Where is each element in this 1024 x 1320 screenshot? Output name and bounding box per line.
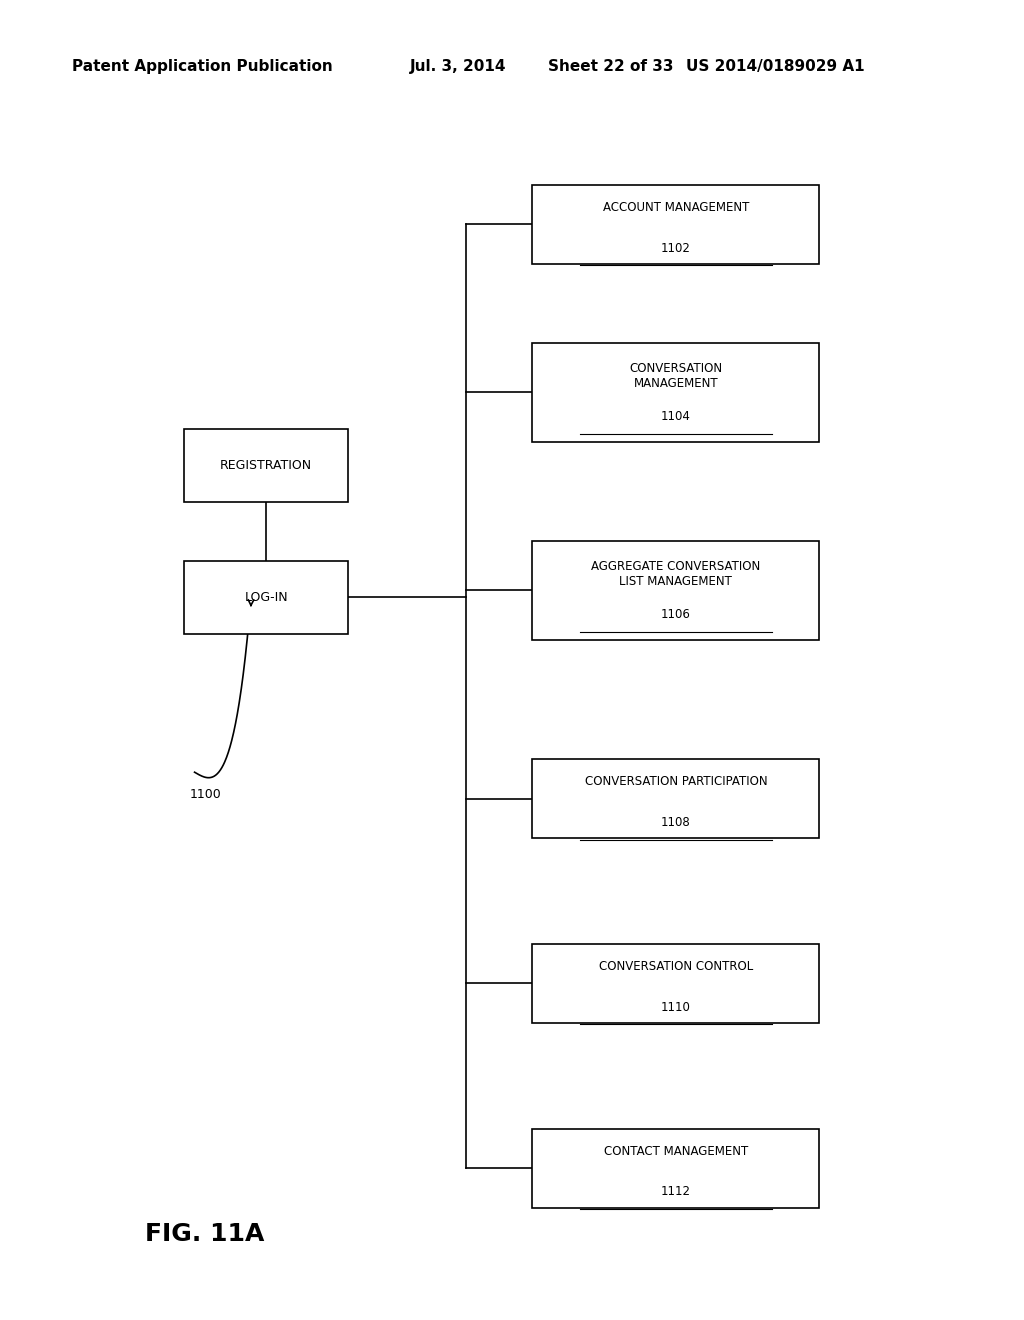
Text: ACCOUNT MANAGEMENT: ACCOUNT MANAGEMENT: [603, 201, 749, 214]
Text: Sheet 22 of 33: Sheet 22 of 33: [548, 59, 674, 74]
Text: 1108: 1108: [660, 816, 691, 829]
Text: 1112: 1112: [660, 1185, 691, 1199]
Text: CONTACT MANAGEMENT: CONTACT MANAGEMENT: [604, 1144, 748, 1158]
Text: 1106: 1106: [660, 609, 691, 620]
FancyBboxPatch shape: [532, 185, 819, 264]
Text: CONVERSATION CONTROL: CONVERSATION CONTROL: [599, 960, 753, 973]
Text: CONVERSATION
MANAGEMENT: CONVERSATION MANAGEMENT: [630, 362, 722, 389]
Text: LOG-IN: LOG-IN: [245, 591, 288, 603]
FancyBboxPatch shape: [532, 541, 819, 640]
Text: 1110: 1110: [660, 1001, 691, 1014]
Text: 1102: 1102: [660, 242, 691, 255]
FancyBboxPatch shape: [184, 429, 348, 502]
Text: 1104: 1104: [660, 411, 691, 422]
FancyBboxPatch shape: [532, 944, 819, 1023]
FancyBboxPatch shape: [532, 759, 819, 838]
Text: REGISTRATION: REGISTRATION: [220, 459, 312, 471]
FancyBboxPatch shape: [184, 561, 348, 634]
Text: CONVERSATION PARTICIPATION: CONVERSATION PARTICIPATION: [585, 775, 767, 788]
Text: FIG. 11A: FIG. 11A: [145, 1222, 264, 1246]
Text: Jul. 3, 2014: Jul. 3, 2014: [410, 59, 506, 74]
Text: 1100: 1100: [189, 788, 221, 801]
FancyBboxPatch shape: [532, 343, 819, 442]
Text: Patent Application Publication: Patent Application Publication: [72, 59, 333, 74]
Text: US 2014/0189029 A1: US 2014/0189029 A1: [686, 59, 864, 74]
FancyBboxPatch shape: [532, 1129, 819, 1208]
Text: AGGREGATE CONVERSATION
LIST MANAGEMENT: AGGREGATE CONVERSATION LIST MANAGEMENT: [591, 560, 761, 587]
